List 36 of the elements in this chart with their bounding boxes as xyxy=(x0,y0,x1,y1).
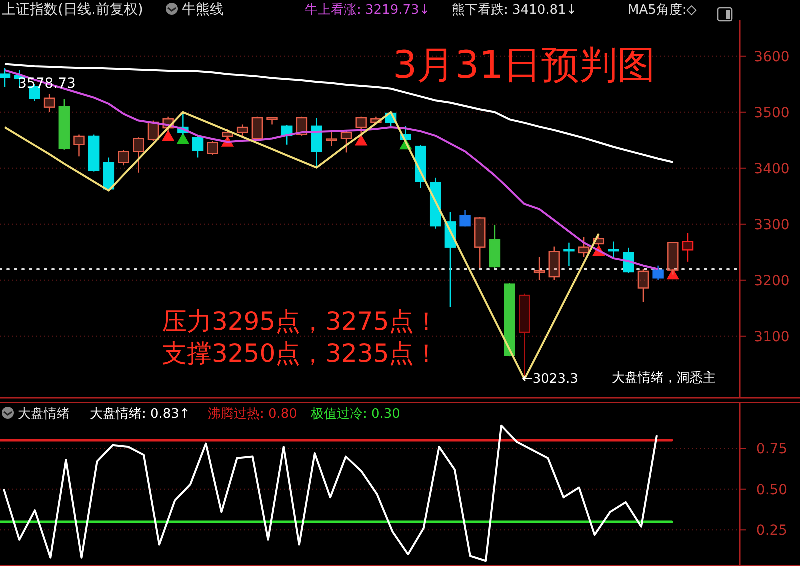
ref-line-label: 极值过冷: 0.30 xyxy=(310,407,400,422)
chart-title: 大盘情绪 xyxy=(18,407,70,422)
point xyxy=(666,268,680,280)
text: 牛熊线 xyxy=(182,2,224,18)
point xyxy=(354,134,368,146)
candlestick xyxy=(608,241,620,259)
y-tick-label: 0.50 xyxy=(756,482,788,498)
candlestick xyxy=(118,150,130,166)
y-tick-label: 3100 xyxy=(754,329,790,346)
annotation: 大盘情绪，洞悉主 xyxy=(612,370,716,386)
candlestick xyxy=(564,242,575,267)
y-tick-label: 3500 xyxy=(754,105,790,122)
point xyxy=(162,130,175,142)
candlestick xyxy=(638,268,650,303)
y-tick-label: 0.25 xyxy=(756,523,788,540)
y-tick-label: 3600 xyxy=(754,49,790,66)
chart-title: 上证指数(日线.前复权) xyxy=(2,2,144,18)
candlestick xyxy=(311,117,322,168)
y-tick-label: 3400 xyxy=(754,161,790,178)
annotation: ←3023.3 xyxy=(522,372,578,387)
ref-line-label: 沸腾过热: 0.80 xyxy=(208,407,298,422)
candlestick xyxy=(266,117,278,126)
annotation: 支撑3250点，3235点！ xyxy=(162,339,440,368)
candlestick xyxy=(74,134,85,158)
text: MA5角度:◇ xyxy=(628,2,697,18)
y-tick-label: 3300 xyxy=(754,217,790,234)
candlestick xyxy=(326,130,338,147)
text: 牛上看涨: 3219.73↓ xyxy=(305,3,430,18)
y-tick-label: 3200 xyxy=(754,273,790,290)
text: 3月31日预判图 xyxy=(393,43,656,87)
annotation: 压力3295点，3275点！ xyxy=(162,307,440,336)
point xyxy=(176,133,190,144)
line-series xyxy=(3,424,658,562)
text: 熊下看跌: 3410.81↓ xyxy=(452,3,578,18)
y-tick-label: 0.75 xyxy=(756,442,788,458)
annotation: 大盘情绪: 0.83↑ xyxy=(90,407,190,422)
